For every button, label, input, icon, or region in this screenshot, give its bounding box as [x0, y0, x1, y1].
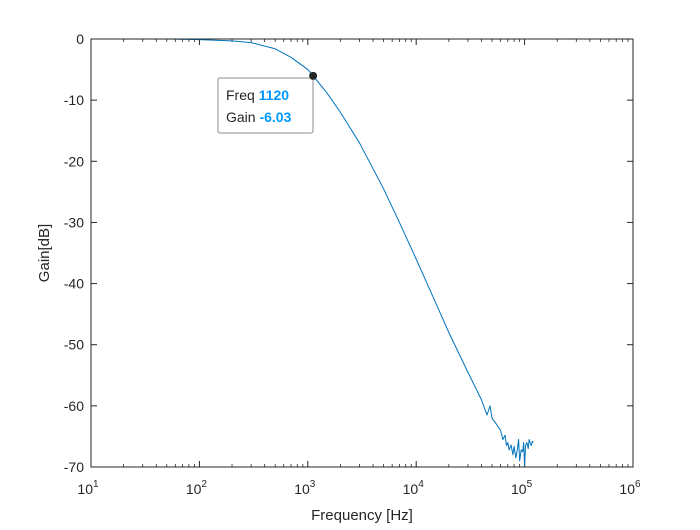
x-tick-label: 101 — [77, 479, 99, 497]
datatip-gain-row: Gain -6.03 — [226, 109, 292, 125]
x-tick-label: 104 — [403, 479, 425, 497]
x-tick-label: 102 — [186, 479, 208, 497]
x-tick-label: 105 — [511, 479, 533, 497]
datatip-box — [217, 77, 314, 134]
y-tick-label: -20 — [64, 153, 84, 169]
y-axis-title: Gain[dB] — [36, 224, 53, 282]
datatip-freq-row: Freq 1120 — [226, 87, 289, 103]
datatip[interactable]: Freq 1120 Gain -6.03 — [217, 71, 318, 134]
y-tick-label: -30 — [64, 214, 84, 230]
plot-background — [91, 39, 633, 467]
y-tick-label: -40 — [64, 276, 84, 292]
y-tick-label: -70 — [64, 459, 84, 475]
y-tick-label: -60 — [64, 398, 84, 414]
plot-box — [90, 38, 634, 468]
datatip-marker[interactable] — [309, 71, 318, 80]
x-tick-label: 106 — [619, 479, 641, 497]
axes: 101 102 103 104 105 106 0 -10 -20 -30 -40 -50 -60 -70 — [64, 31, 641, 497]
x-tick-label: 103 — [294, 479, 316, 497]
y-tick-label: -10 — [64, 92, 84, 108]
annotation-layer[interactable]: Freq 1120 Gain -6.03 — [217, 71, 318, 134]
y-tick-label: -50 — [64, 337, 84, 353]
x-axis-title: Frequency [Hz] — [311, 507, 413, 524]
y-tick-label: 0 — [76, 31, 84, 47]
